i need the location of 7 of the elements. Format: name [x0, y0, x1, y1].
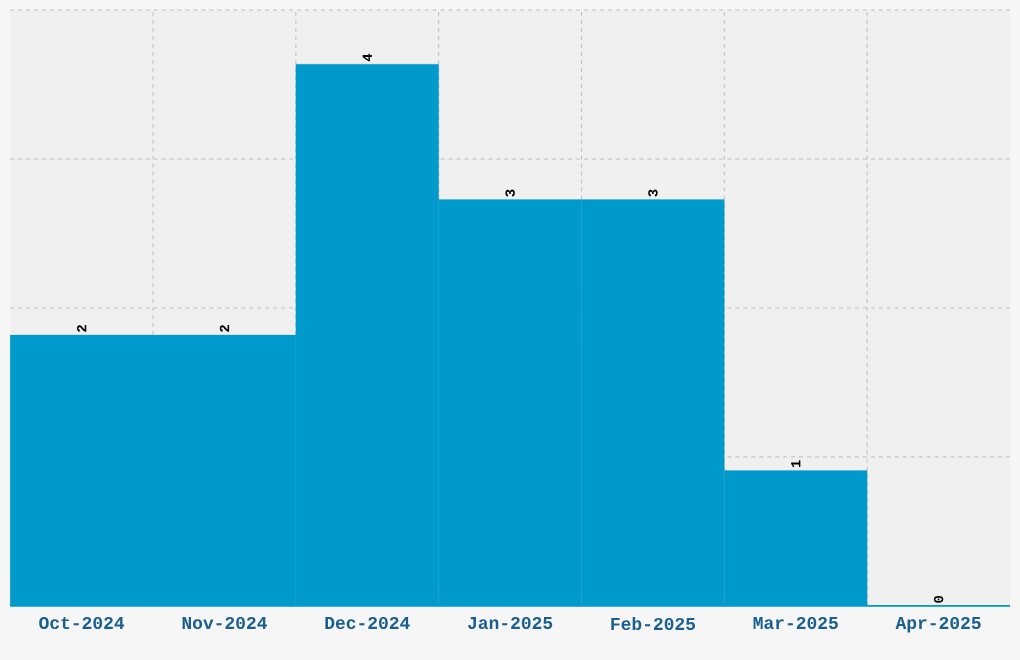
- x-tick-label: Mar-2025: [753, 616, 838, 630]
- x-tick-label: Apr-2025: [895, 616, 981, 633]
- x-tick-label: Jan-2025: [467, 616, 553, 630]
- x-tick-label: Nov-2024: [182, 616, 267, 630]
- x-tick-label: Dec-2024: [325, 616, 410, 630]
- x-tick-label: Oct-2024: [39, 616, 125, 630]
- x-tick-label: Feb-2025: [611, 616, 696, 631]
